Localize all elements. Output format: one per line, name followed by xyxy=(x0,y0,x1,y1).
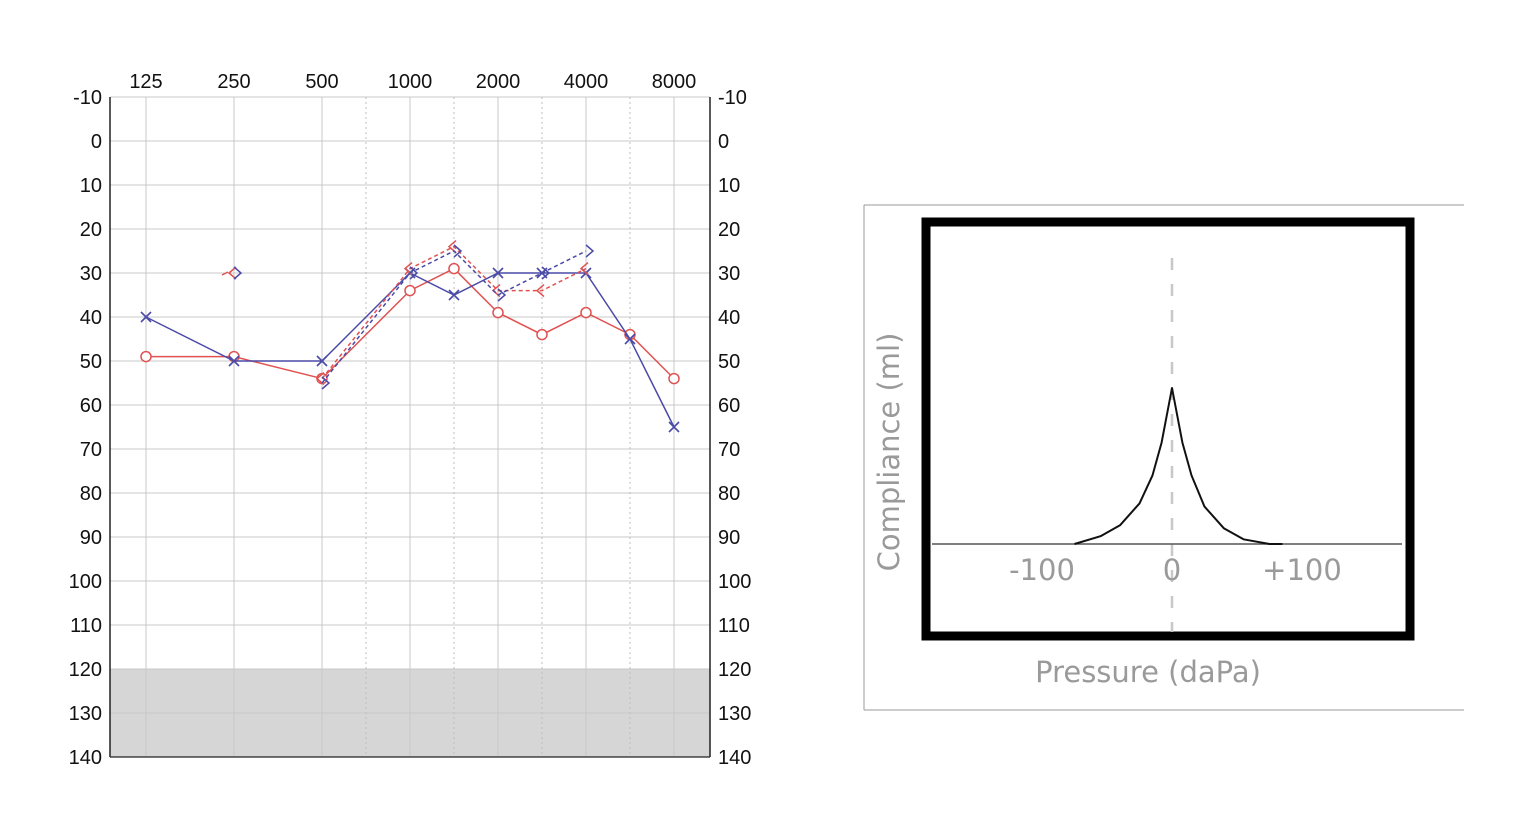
marker-x xyxy=(140,311,152,323)
y-tick-label-left: 0 xyxy=(91,131,102,153)
y-tick-label-left: 120 xyxy=(69,659,102,681)
y-tick-label-left: 130 xyxy=(69,703,102,725)
marker-chevron-right xyxy=(321,376,331,390)
marker-x xyxy=(492,267,504,279)
series-line xyxy=(321,250,587,384)
y-tick-label-left: 110 xyxy=(70,615,102,637)
marker-circle xyxy=(580,306,592,319)
y-tick-label-right: 70 xyxy=(718,439,740,461)
x-tick-label: 1000 xyxy=(388,71,433,93)
y-tick-label-left: 70 xyxy=(80,439,102,461)
marker-chevron-right xyxy=(233,266,243,280)
y-tick-label-left: -10 xyxy=(73,87,102,109)
marker-circle xyxy=(536,328,548,341)
y-tick-label-left: 140 xyxy=(69,747,102,769)
y-tick-label-left: 30 xyxy=(80,263,102,285)
tympanogram-chart: -100 0 +100 Pressure (daPa) Compliance (ml) xyxy=(863,204,1464,711)
marker-chevron-left xyxy=(579,262,589,276)
audiogram-chart: -10 -10 0 0 10 10 20 20 30 30 40 40 50 50 60 60 70 70 80 80… xyxy=(69,71,752,769)
x-tick-label: 2000 xyxy=(476,71,521,93)
series-line xyxy=(146,267,675,380)
y-tick-label-right: 120 xyxy=(718,659,751,681)
pressure-tick-label: -100 xyxy=(1009,553,1075,587)
y-tick-label-right: 130 xyxy=(718,703,751,725)
y-tick-label-left: 10 xyxy=(80,175,102,197)
y-axis-label: Compliance (ml) xyxy=(872,333,906,572)
x-tick-label: 4000 xyxy=(564,71,609,93)
y-tick-label-left: 90 xyxy=(80,527,102,549)
x-tick-label: 500 xyxy=(305,71,338,93)
marker-circle xyxy=(492,306,504,319)
marker-circle xyxy=(140,350,152,363)
y-tick-label-left: 100 xyxy=(69,571,102,593)
marker-circle xyxy=(668,372,680,385)
y-tick-label-right: 60 xyxy=(718,395,740,417)
y-tick-label-right: 50 xyxy=(718,351,740,373)
y-tick-label-right: 20 xyxy=(718,219,740,241)
y-tick-label-right: 90 xyxy=(718,527,740,549)
plot-box xyxy=(921,217,1415,641)
y-tick-label-left: 40 xyxy=(80,307,102,329)
marker-x xyxy=(624,333,636,345)
y-tick-label-right: 140 xyxy=(718,747,751,769)
y-tick-label-right: 30 xyxy=(718,263,740,285)
marker-chevron-left xyxy=(535,284,545,298)
marker-chevron-left xyxy=(227,266,237,280)
marker-circle xyxy=(448,262,460,275)
marker-chevron-right xyxy=(453,244,463,258)
marker-chevron-right xyxy=(585,244,595,258)
x-tick-label: 250 xyxy=(217,71,250,93)
marker-circle xyxy=(404,284,416,297)
pressure-tick-label: 0 xyxy=(1163,553,1181,587)
marker-x xyxy=(668,421,680,433)
y-tick-label-left: 20 xyxy=(80,219,102,241)
y-tick-label-right: 10 xyxy=(718,175,740,197)
marker-x xyxy=(448,289,460,301)
marker-x xyxy=(228,355,240,367)
y-tick-label-left: 50 xyxy=(80,351,102,373)
y-tick-label-left: 60 xyxy=(80,395,102,417)
y-tick-label-right: -10 xyxy=(718,87,747,109)
marker-tick xyxy=(221,271,229,276)
y-tick-label-right: 0 xyxy=(718,131,729,153)
x-tick-label: 8000 xyxy=(652,71,697,93)
y-tick-label-right: 110 xyxy=(718,615,750,637)
pressure-tick-label: +100 xyxy=(1262,553,1342,587)
x-axis-label: Pressure (daPa) xyxy=(1035,655,1261,689)
tympanogram-curve xyxy=(1074,387,1283,545)
series-line xyxy=(145,272,675,428)
marker-x xyxy=(316,355,328,367)
y-tick-label-right: 100 xyxy=(718,571,751,593)
marker-chevron-right xyxy=(541,266,551,280)
marker-chevron-right xyxy=(497,288,507,302)
y-tick-label-right: 40 xyxy=(718,307,740,329)
y-tick-label-right: 80 xyxy=(718,483,740,505)
x-tick-label: 125 xyxy=(129,71,162,93)
series-line xyxy=(321,245,587,380)
y-tick-label-left: 80 xyxy=(80,483,102,505)
marker-chevron-right xyxy=(409,266,419,280)
